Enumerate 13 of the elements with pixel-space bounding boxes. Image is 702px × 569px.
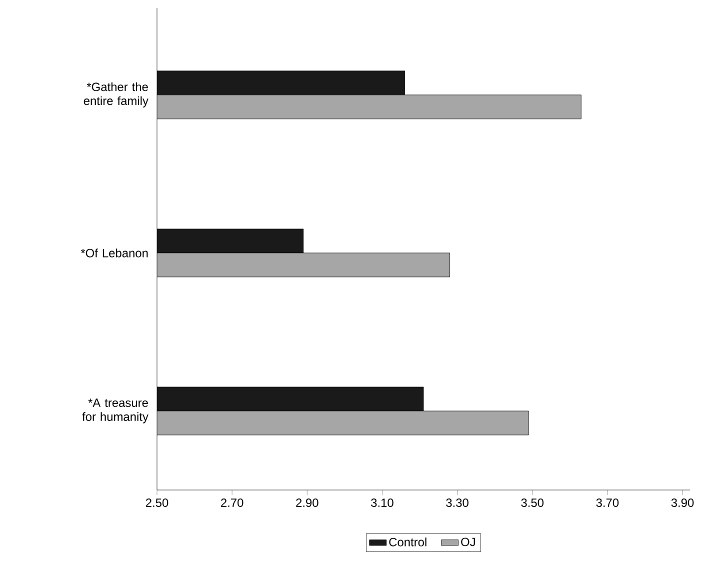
y-tick-label: *A treasure for humanity	[82, 398, 148, 424]
y-tick-label: *Of Lebanon	[80, 248, 148, 258]
x-tick-label: 2.70	[221, 498, 244, 507]
x-tick-label: 3.70	[596, 498, 619, 507]
x-tick-label: 3.90	[671, 498, 694, 507]
legend-label: Control	[389, 538, 426, 546]
x-tick-label: 2.50	[146, 498, 168, 507]
legend-label: OJ	[461, 538, 475, 546]
x-tick-label: 2.90	[296, 498, 318, 507]
x-tick-label: 3.30	[446, 498, 468, 507]
x-tick-label: 3.50	[521, 498, 544, 507]
y-tick-label: *Gather the entire family	[84, 82, 148, 108]
x-tick-label: 3.10	[371, 498, 394, 507]
